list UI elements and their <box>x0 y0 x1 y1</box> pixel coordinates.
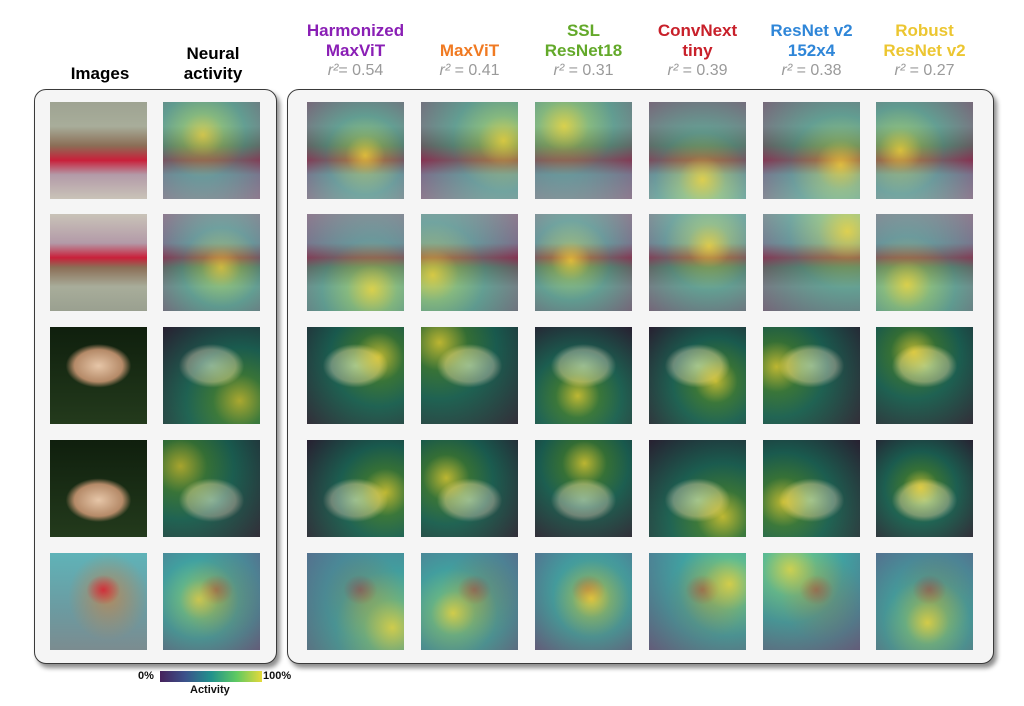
model-saliency-heatmap <box>421 327 518 424</box>
model-saliency-heatmap <box>535 440 632 537</box>
model-saliency-heatmap <box>649 327 746 424</box>
stimulus-image <box>50 440 147 537</box>
model-r2-score: r² = 0.38 <box>748 61 875 81</box>
model-name-line: Robust <box>895 21 954 40</box>
model-name-line: ResNet v2 <box>883 41 966 60</box>
r2-value: = 0.41 <box>450 62 500 79</box>
model-header: MaxViT r² = 0.41 <box>406 21 533 81</box>
model-name-line: SSL <box>566 21 601 40</box>
model-header: ResNet v2 152x4 r² = 0.38 <box>748 21 875 81</box>
images-column-header: Images <box>45 64 155 84</box>
neural-activity-heatmap <box>163 327 260 424</box>
stimulus-image <box>50 102 147 199</box>
neural-activity-heatmap <box>163 214 260 311</box>
model-saliency-heatmap <box>763 327 860 424</box>
model-name-line: ResNet v2 <box>770 21 853 40</box>
model-saliency-heatmap <box>763 553 860 650</box>
model-r2-score: r² = 0.27 <box>861 61 988 81</box>
r2-symbol: r² <box>327 62 339 79</box>
r2-symbol: r² <box>781 62 793 79</box>
r2-value: = 0.31 <box>564 62 614 79</box>
model-saliency-heatmap <box>535 553 632 650</box>
model-saliency-heatmap <box>535 214 632 311</box>
neural-header-line2: activity <box>183 64 243 83</box>
neural-activity-heatmap <box>163 440 260 537</box>
model-saliency-heatmap <box>763 102 860 199</box>
model-name-line: MaxViT <box>325 41 386 60</box>
model-saliency-heatmap <box>649 440 746 537</box>
model-header: ConvNext tiny r² = 0.39 <box>634 21 761 81</box>
model-saliency-heatmap <box>421 440 518 537</box>
model-saliency-heatmap <box>649 214 746 311</box>
model-saliency-heatmap <box>876 553 973 650</box>
model-saliency-heatmap <box>876 440 973 537</box>
colorbar-min-label: 0% <box>138 670 154 682</box>
stimulus-image <box>50 553 147 650</box>
model-name-line: 152x4 <box>787 41 836 60</box>
model-saliency-heatmap <box>763 440 860 537</box>
model-header: Harmonized MaxViT r²= 0.54 <box>292 21 419 81</box>
model-saliency-heatmap <box>649 102 746 199</box>
model-name-line: MaxViT <box>439 41 500 60</box>
model-saliency-heatmap <box>307 440 404 537</box>
model-saliency-heatmap <box>763 214 860 311</box>
r2-value: = 0.38 <box>792 62 842 79</box>
r2-symbol: r² <box>667 62 679 79</box>
r2-value: = 0.27 <box>905 62 955 79</box>
stimulus-image <box>50 214 147 311</box>
r2-symbol: r² <box>439 62 451 79</box>
model-saliency-heatmap <box>876 327 973 424</box>
model-name-line: Harmonized <box>306 21 405 40</box>
activity-colorbar <box>160 671 262 682</box>
r2-value: = 0.39 <box>678 62 728 79</box>
r2-symbol: r² <box>553 62 565 79</box>
stimulus-image <box>50 327 147 424</box>
model-saliency-heatmap <box>307 553 404 650</box>
model-r2-score: r² = 0.31 <box>520 61 647 81</box>
model-saliency-heatmap <box>876 102 973 199</box>
model-saliency-heatmap <box>535 102 632 199</box>
r2-value: = 0.54 <box>338 62 384 79</box>
neural-activity-column-header: Neural activity <box>158 44 268 84</box>
model-saliency-heatmap <box>307 102 404 199</box>
model-r2-score: r² = 0.41 <box>406 61 533 81</box>
model-saliency-heatmap <box>307 327 404 424</box>
model-saliency-heatmap <box>307 214 404 311</box>
model-header: Robust ResNet v2 r² = 0.27 <box>861 21 988 81</box>
images-header-text: Images <box>70 64 130 83</box>
model-saliency-heatmap <box>421 553 518 650</box>
neural-header-line1: Neural <box>186 44 240 63</box>
colorbar-title: Activity <box>190 684 230 696</box>
model-name-line: ConvNext <box>657 21 738 40</box>
model-header: SSL ResNet18 r² = 0.31 <box>520 21 647 81</box>
model-name-line: ResNet18 <box>544 41 623 60</box>
neural-activity-heatmap <box>163 553 260 650</box>
model-name-line: tiny <box>682 41 713 60</box>
model-r2-score: r² = 0.39 <box>634 61 761 81</box>
model-saliency-heatmap <box>535 327 632 424</box>
model-saliency-heatmap <box>421 214 518 311</box>
model-saliency-heatmap <box>421 102 518 199</box>
neural-activity-heatmap <box>163 102 260 199</box>
model-name-line <box>406 21 533 41</box>
model-saliency-heatmap <box>649 553 746 650</box>
colorbar-max-label: 100% <box>263 670 292 682</box>
model-r2-score: r²= 0.54 <box>292 61 419 81</box>
model-saliency-heatmap <box>876 214 973 311</box>
r2-symbol: r² <box>894 62 906 79</box>
